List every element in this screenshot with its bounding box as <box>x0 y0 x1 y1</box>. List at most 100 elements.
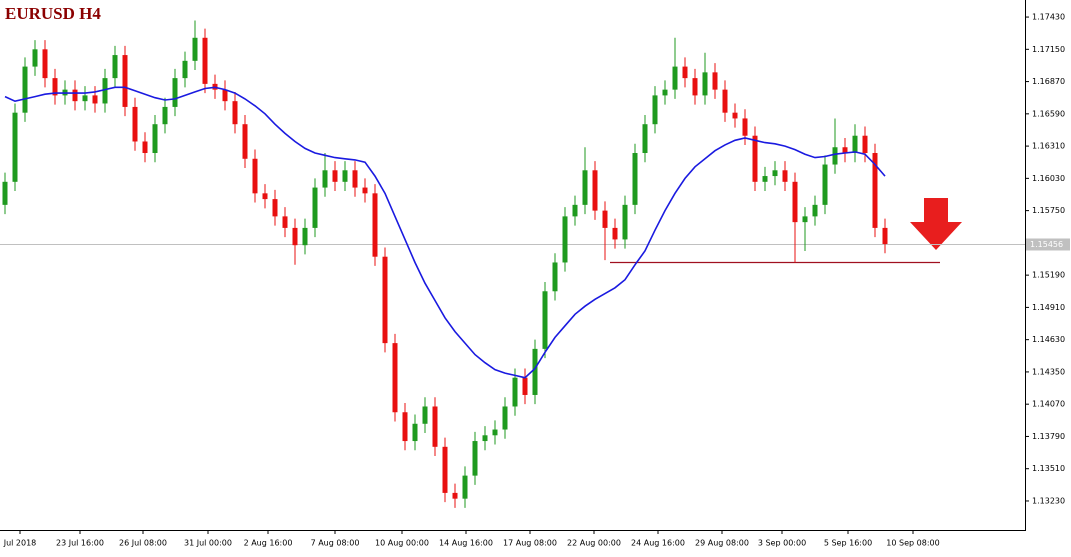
candle-body <box>42 49 48 79</box>
candle-body <box>492 429 498 436</box>
candle-body <box>422 406 428 424</box>
y-tick-label: 1.13790 <box>1032 432 1065 441</box>
candle-body <box>762 176 768 182</box>
y-tick-label: 1.16310 <box>1032 142 1065 151</box>
candle-body <box>522 377 528 395</box>
candle-body <box>672 66 678 90</box>
candle-body <box>172 78 178 107</box>
x-tick-label: 14 Aug 16:00 <box>439 539 493 548</box>
x-tick-label: 29 Aug 08:00 <box>695 539 749 548</box>
candle-body <box>592 170 598 211</box>
candle-body <box>572 204 578 217</box>
candle-body <box>752 135 758 182</box>
candle-body <box>82 95 88 102</box>
candle-body <box>472 441 478 476</box>
candle-body <box>622 204 628 240</box>
candle-body <box>282 216 288 228</box>
y-tick-label: 1.14910 <box>1032 303 1065 312</box>
candle-body <box>322 170 328 188</box>
candle-body <box>112 55 118 79</box>
candle-body <box>12 112 18 182</box>
candle-body <box>842 147 848 154</box>
candle-body <box>342 170 348 182</box>
candle-body <box>122 55 128 107</box>
candle-body <box>782 170 788 182</box>
candle-body <box>192 37 198 61</box>
candle-body <box>502 406 508 430</box>
candle-body <box>542 291 548 349</box>
y-tick-label: 1.16590 <box>1032 109 1065 118</box>
down-arrow <box>910 198 962 250</box>
x-tick-label: 31 Jul 00:00 <box>184 539 232 548</box>
y-tick-label: 1.17150 <box>1032 45 1065 54</box>
x-tick-label: Jul 2018 <box>3 539 37 548</box>
candle-body <box>862 135 868 154</box>
candle-body <box>2 181 8 205</box>
candle-body <box>602 210 608 228</box>
y-tick-label: 1.14350 <box>1032 367 1065 376</box>
candle-body <box>582 170 588 205</box>
y-tick-label: 1.17430 <box>1032 13 1065 22</box>
x-tick-label: 5 Sep 16:00 <box>824 539 872 548</box>
candle-body <box>162 106 168 125</box>
candle-body <box>802 216 808 223</box>
candle-body <box>242 124 248 159</box>
candle-body <box>692 78 698 96</box>
candle-body <box>262 193 268 200</box>
y-tick-label: 1.14630 <box>1032 335 1065 344</box>
candle-body <box>202 37 208 84</box>
candle-body <box>742 118 748 136</box>
candle-body <box>712 72 718 90</box>
candle-body <box>822 164 828 205</box>
candle-body <box>852 135 858 154</box>
x-tick-label: 7 Aug 08:00 <box>311 539 360 548</box>
candle-body <box>132 106 138 142</box>
candle-body <box>562 216 568 263</box>
candle-body <box>482 435 488 442</box>
candle-body <box>72 89 78 102</box>
candle-body <box>92 95 98 104</box>
candle-body <box>882 227 888 245</box>
candle-body <box>252 158 258 194</box>
candle-body <box>312 187 318 228</box>
candle-body <box>452 492 458 499</box>
candle-body <box>382 256 388 344</box>
candle-body <box>722 89 728 113</box>
candle-body <box>662 89 668 96</box>
candle-body <box>102 78 108 104</box>
y-tick-label: 1.15190 <box>1032 271 1065 280</box>
x-tick-label: 10 Aug 00:00 <box>375 539 429 548</box>
candle-body <box>442 446 448 493</box>
y-tick-label: 1.14070 <box>1032 400 1065 409</box>
candle-body <box>772 170 778 177</box>
candle-body <box>362 187 368 194</box>
current-price-box <box>1026 238 1070 251</box>
candle-body <box>832 147 838 165</box>
candle-body <box>142 141 148 154</box>
candle-body <box>872 153 878 228</box>
x-tick-label: 26 Jul 08:00 <box>119 539 167 548</box>
candle-body <box>732 112 738 119</box>
candle-body <box>332 170 338 182</box>
candle-body <box>52 78 58 96</box>
candle-body <box>412 423 418 442</box>
candle-body <box>372 193 378 257</box>
candle-body <box>402 412 408 442</box>
y-tick-label: 1.13510 <box>1032 464 1065 473</box>
candle-body <box>652 95 658 125</box>
candle-body <box>682 66 688 79</box>
candle-body <box>152 124 158 154</box>
y-tick-label: 1.16870 <box>1032 77 1065 86</box>
chart-title: EURUSD H4 <box>5 4 101 23</box>
x-tick-label: 23 Jul 16:00 <box>56 539 104 548</box>
candle-body <box>552 262 558 292</box>
y-tick-label: 1.16030 <box>1032 174 1065 183</box>
candle-body <box>632 153 638 205</box>
moving-average <box>4 86 886 379</box>
candle-body <box>222 89 228 102</box>
candle-body <box>702 72 708 96</box>
candle-body <box>432 406 438 447</box>
candle-body <box>272 199 278 217</box>
candle-body <box>392 343 398 413</box>
candle-body <box>232 101 238 125</box>
